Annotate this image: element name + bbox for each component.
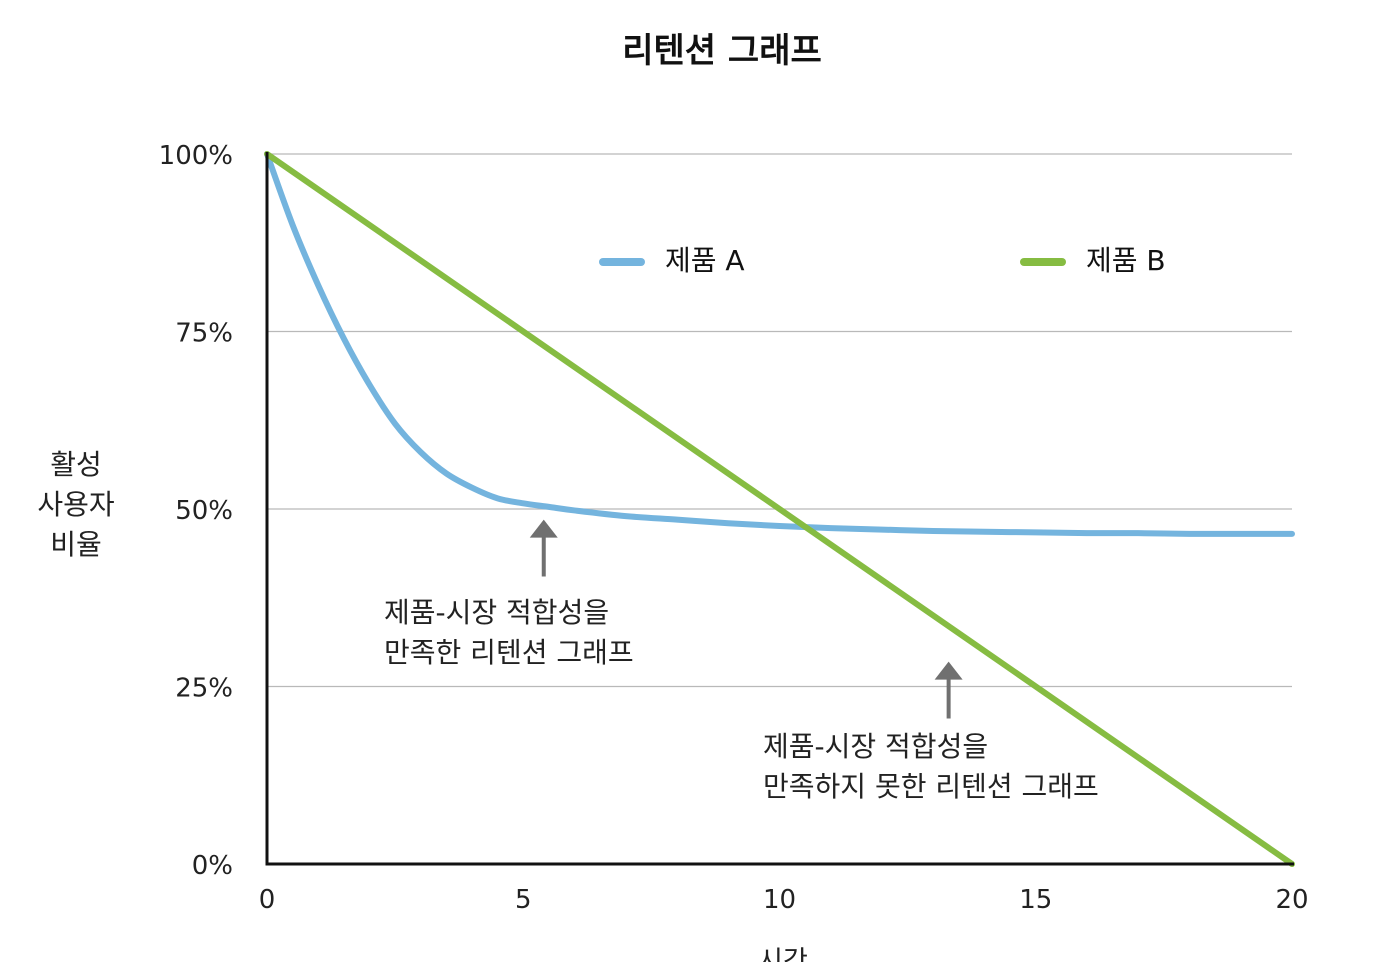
- legend-label-product-b: 제품 B: [1086, 244, 1166, 277]
- annotation-text-line: 만족하지 못한 리텐션 그래프: [763, 770, 1099, 803]
- chart-title: 리텐션 그래프: [622, 31, 822, 71]
- annotation-text-line: 제품-시장 적합성을: [763, 730, 988, 763]
- y-axis-label-line: 사용자: [37, 488, 114, 521]
- annotation-arrow-head: [529, 519, 558, 538]
- y-axis-label-line: 활성: [50, 448, 102, 481]
- x-tick-label-0: 0: [259, 885, 276, 915]
- series-line-product-b: [264, 151, 1295, 867]
- series-line-product-a: [264, 151, 1295, 537]
- y-tick-label-50: 50%: [175, 496, 233, 526]
- x-tick-label-15: 15: [1019, 885, 1052, 915]
- y-tick-label-75: 75%: [175, 319, 233, 349]
- y-tick-label-100: 100%: [159, 141, 233, 171]
- y-axis-label-line: 비율: [50, 528, 102, 561]
- x-tick-label-20: 20: [1275, 885, 1308, 915]
- x-tick-label-5: 5: [515, 885, 532, 915]
- annotation-text-line: 만족한 리텐션 그래프: [384, 636, 634, 669]
- annotation-text-line: 제품-시장 적합성을: [384, 596, 609, 629]
- x-tick-label-10: 10: [763, 885, 796, 915]
- y-tick-label-25: 25%: [175, 674, 233, 704]
- annotation-arrow-head: [934, 661, 963, 680]
- legend-label-product-a: 제품 A: [665, 244, 745, 277]
- x-axis-label: 시간: [758, 946, 808, 962]
- y-tick-label-0: 0%: [192, 851, 233, 881]
